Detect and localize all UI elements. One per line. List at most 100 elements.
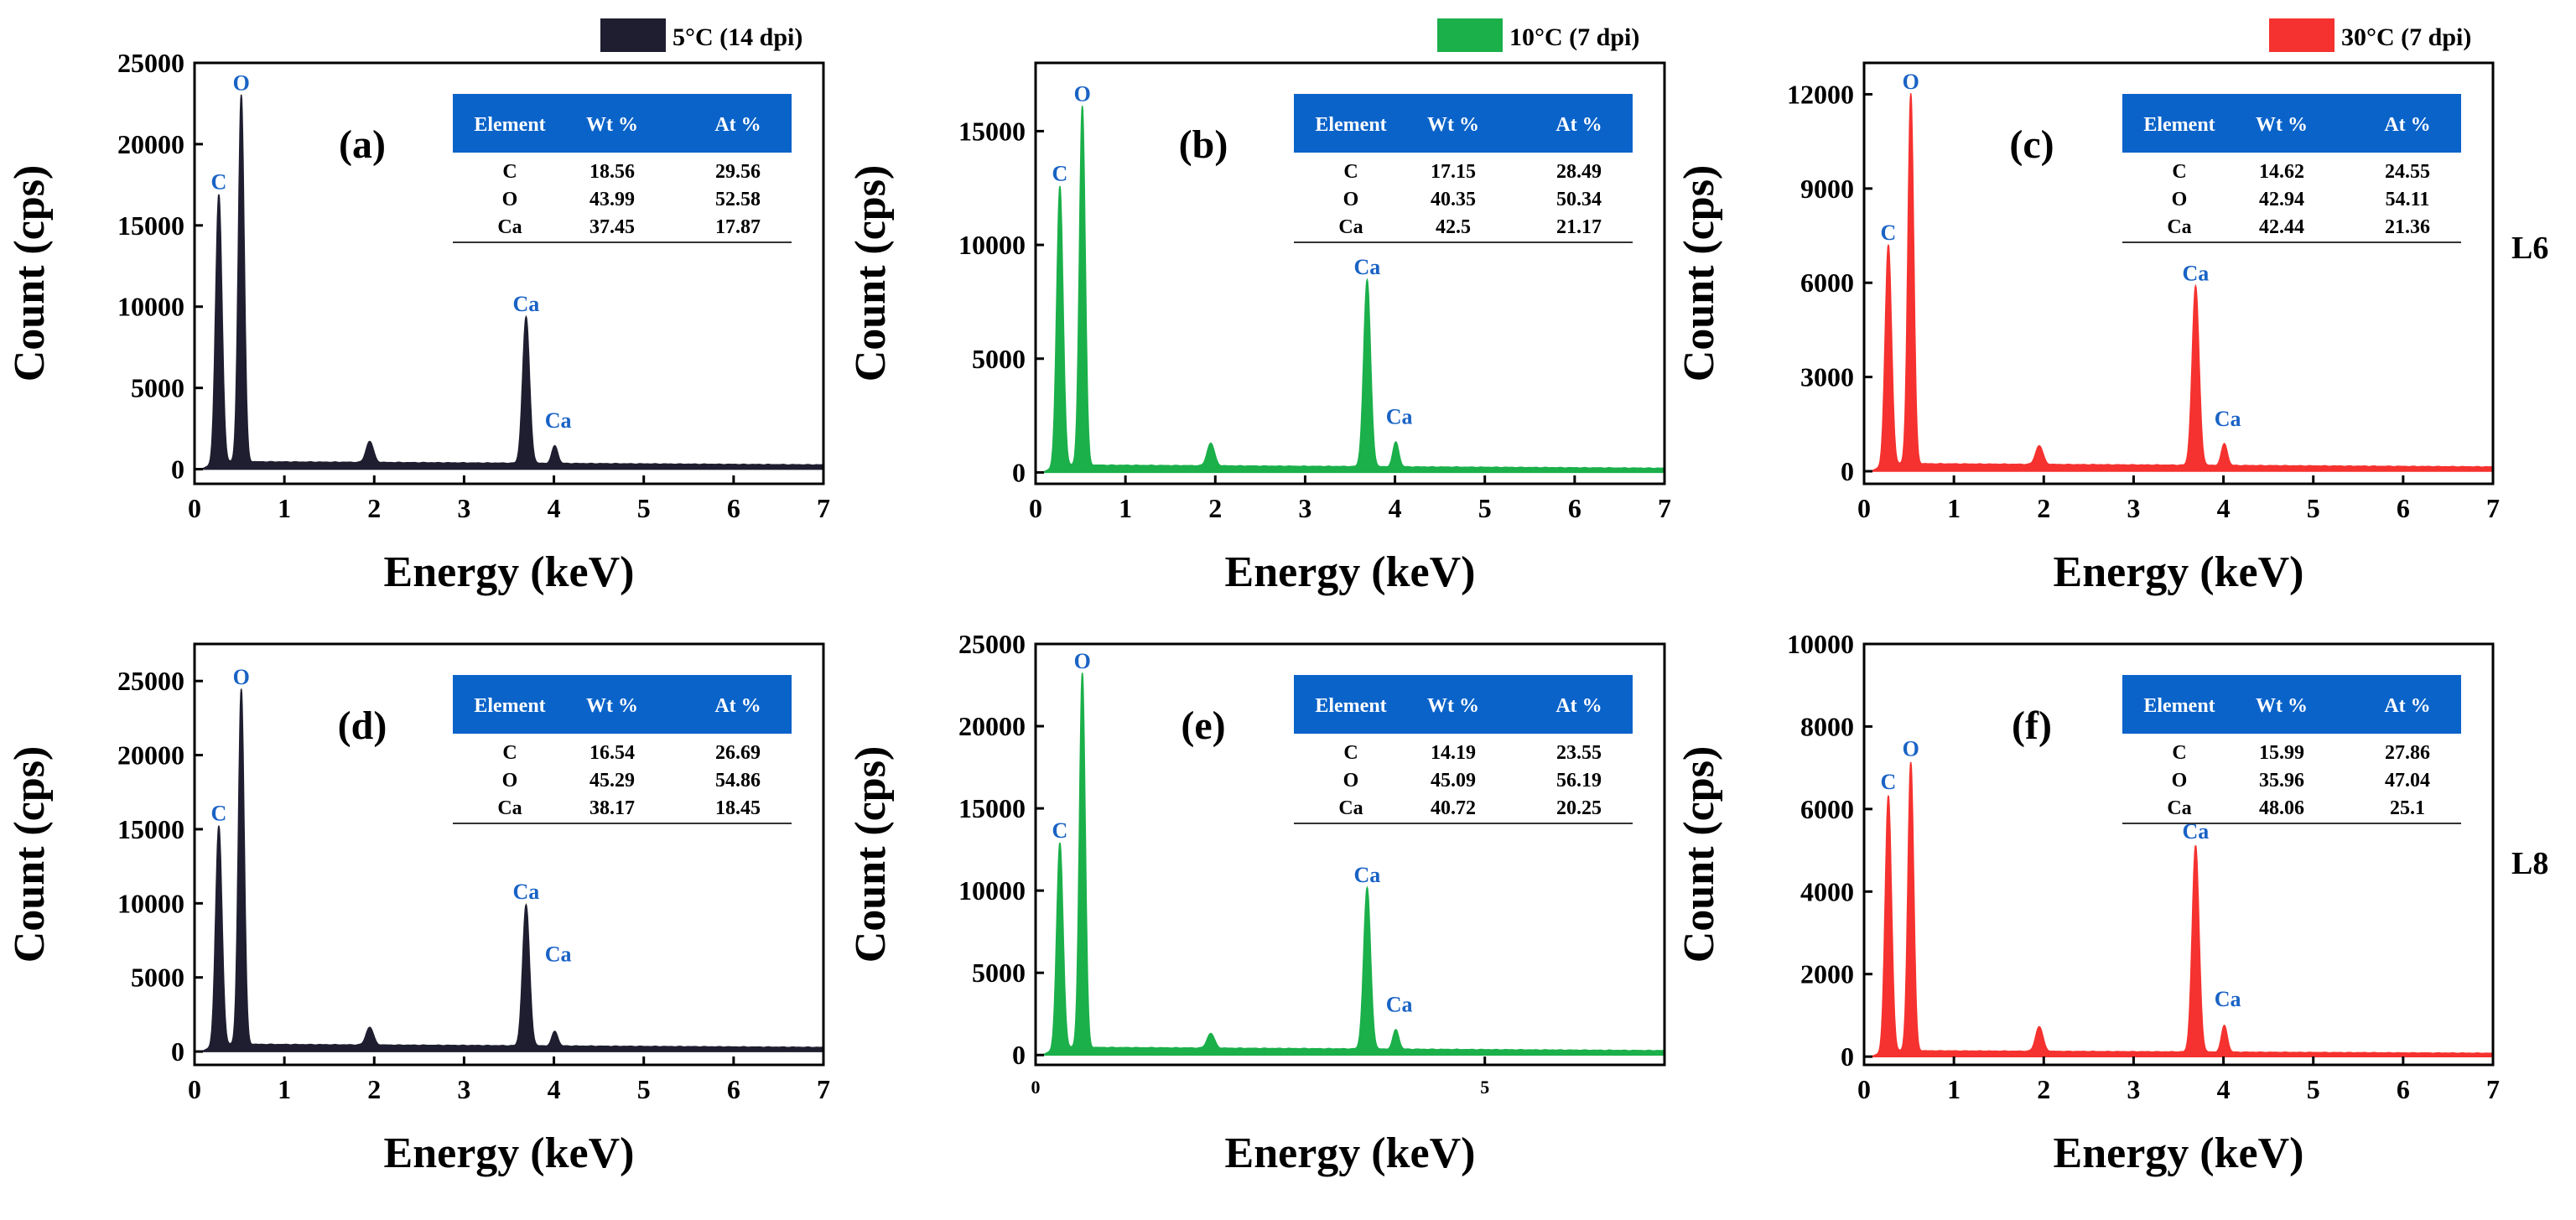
x-tick-label: 2	[367, 1074, 381, 1104]
table-cell: Ca	[497, 216, 522, 238]
y-axis-title: Count (cps)	[6, 746, 54, 963]
peak-label: Ca	[2215, 987, 2241, 1011]
x-axis-title: Energy (keV)	[1225, 1129, 1476, 1177]
x-tick-label: 3	[2127, 493, 2140, 523]
y-tick-label: 15000	[117, 210, 184, 241]
panel-label: (f)	[2012, 703, 2052, 748]
table-cell: 42.5	[1436, 216, 1471, 238]
x-tick-label: 7	[2486, 493, 2500, 523]
table-cell: 40.35	[1431, 189, 1476, 210]
table-header-cell: Wt %	[2256, 114, 2308, 136]
x-tick-label: 6	[2397, 493, 2410, 523]
x-tick-label: 4	[548, 493, 561, 523]
x-tick-label: 5	[2307, 1074, 2320, 1104]
y-tick-label: 5000	[972, 958, 1026, 988]
table-header-cell: Element	[474, 114, 545, 136]
y-axis-title: Count (cps)	[1675, 165, 1723, 382]
table-cell: 28.49	[1556, 161, 1602, 183]
legend-label-1: 5°C (14 dpi)	[673, 23, 802, 51]
y-tick-label: 10000	[117, 888, 184, 918]
x-tick-label: 5	[637, 493, 651, 523]
y-tick-label: 9000	[1800, 174, 1854, 204]
spectrum-series	[194, 688, 824, 1052]
y-tick-label: 5000	[972, 344, 1026, 374]
table-header-cell: At %	[1555, 114, 1602, 136]
y-tick-label: 3000	[1800, 362, 1854, 392]
y-tick-label: 12000	[1787, 79, 1854, 109]
x-axis-title: Energy (keV)	[384, 548, 635, 596]
x-tick-label: 2	[367, 493, 381, 523]
peak-label: C	[211, 170, 227, 195]
x-tick-label: 0	[1031, 1077, 1041, 1098]
spectrum-series	[1863, 761, 2494, 1057]
table-header-cell: At %	[1555, 695, 1602, 717]
table-cell: Ca	[2167, 216, 2191, 238]
y-tick-label: 15000	[958, 116, 1026, 146]
legend-swatch-2	[1437, 18, 1503, 52]
table-cell: 40.72	[1431, 797, 1476, 819]
panel-label: (e)	[1181, 703, 1225, 748]
row-labels: L6 L8	[2511, 231, 2548, 881]
peak-label: O	[233, 665, 250, 689]
x-tick-label: 7	[1658, 493, 1671, 523]
y-tick-label: 25000	[117, 48, 184, 78]
legend-swatch-3	[2269, 18, 2334, 52]
x-tick-label: 0	[188, 493, 201, 523]
x-tick-label: 6	[2397, 1074, 2410, 1104]
peak-label: Ca	[1386, 993, 1413, 1017]
table-cell: C	[502, 161, 517, 183]
x-tick-label: 1	[1947, 493, 1961, 523]
y-tick-label: 10000	[117, 292, 184, 322]
x-tick-label: 0	[188, 1074, 201, 1104]
table-header-bar	[453, 94, 792, 153]
table-cell: 20.25	[1556, 797, 1602, 819]
y-tick-label: 0	[1012, 1040, 1026, 1070]
panel-label: (c)	[2009, 122, 2054, 167]
y-tick-label: 0	[171, 1036, 184, 1067]
y-tick-label: 5000	[131, 373, 184, 403]
table-cell: C	[2172, 742, 2186, 764]
table-cell: 18.56	[589, 161, 635, 183]
y-axis-title: Count (cps)	[6, 165, 54, 382]
table-cell: 45.09	[1431, 770, 1476, 792]
table-cell: O	[1343, 770, 1359, 792]
table-header-cell: At %	[2384, 114, 2430, 136]
x-tick-label: 7	[817, 493, 830, 523]
peak-label: C	[1881, 770, 1897, 794]
panel-f: 0 2000 4000 6000 8000 10000 0 1 2 3 4 5 6 7 Energy (ke…	[1675, 629, 2500, 1177]
table-cell: 17.87	[715, 216, 761, 238]
peak-label: Ca	[512, 292, 539, 316]
table-cell: 17.15	[1431, 161, 1476, 183]
peak-label: O	[1903, 737, 1919, 761]
table-header-bar	[1294, 94, 1633, 153]
table-cell: 56.19	[1556, 770, 1602, 792]
y-tick-label: 10000	[958, 875, 1026, 906]
x-tick-label: 5	[637, 1074, 651, 1104]
y-tick-label: 15000	[958, 793, 1026, 823]
peak-label: C	[1881, 221, 1897, 245]
x-tick-label: 4	[1389, 493, 1402, 523]
x-tick-label: 2	[2037, 493, 2050, 523]
x-tick-label: 6	[727, 493, 740, 523]
peak-label: Ca	[512, 880, 539, 904]
peak-label: O	[1903, 70, 1919, 94]
table-header-bar	[2122, 675, 2461, 734]
table-cell: 16.54	[589, 742, 635, 764]
y-tick-label: 0	[1841, 1041, 1854, 1072]
peak-label: C	[1052, 818, 1068, 843]
spectrum-series	[194, 94, 824, 470]
panel-e: 0 5000 10000 15000 20000 25000 0 5 Energy (keV) C…	[847, 629, 1666, 1177]
y-tick-label: 20000	[117, 740, 184, 771]
peak-label: C	[1052, 162, 1068, 186]
legend-label-3: 30°C (7 dpi)	[2341, 23, 2471, 51]
table-header-bar	[453, 675, 792, 734]
table-cell: O	[502, 770, 518, 792]
table-cell: O	[502, 189, 518, 210]
plot-frame	[193, 642, 825, 1067]
table-cell: 25.1	[2390, 797, 2425, 819]
table-cell: 15.99	[2259, 742, 2304, 764]
peak-label: C	[211, 801, 227, 825]
peak-label: O	[1074, 649, 1091, 673]
table-header-cell: Wt %	[586, 114, 638, 136]
